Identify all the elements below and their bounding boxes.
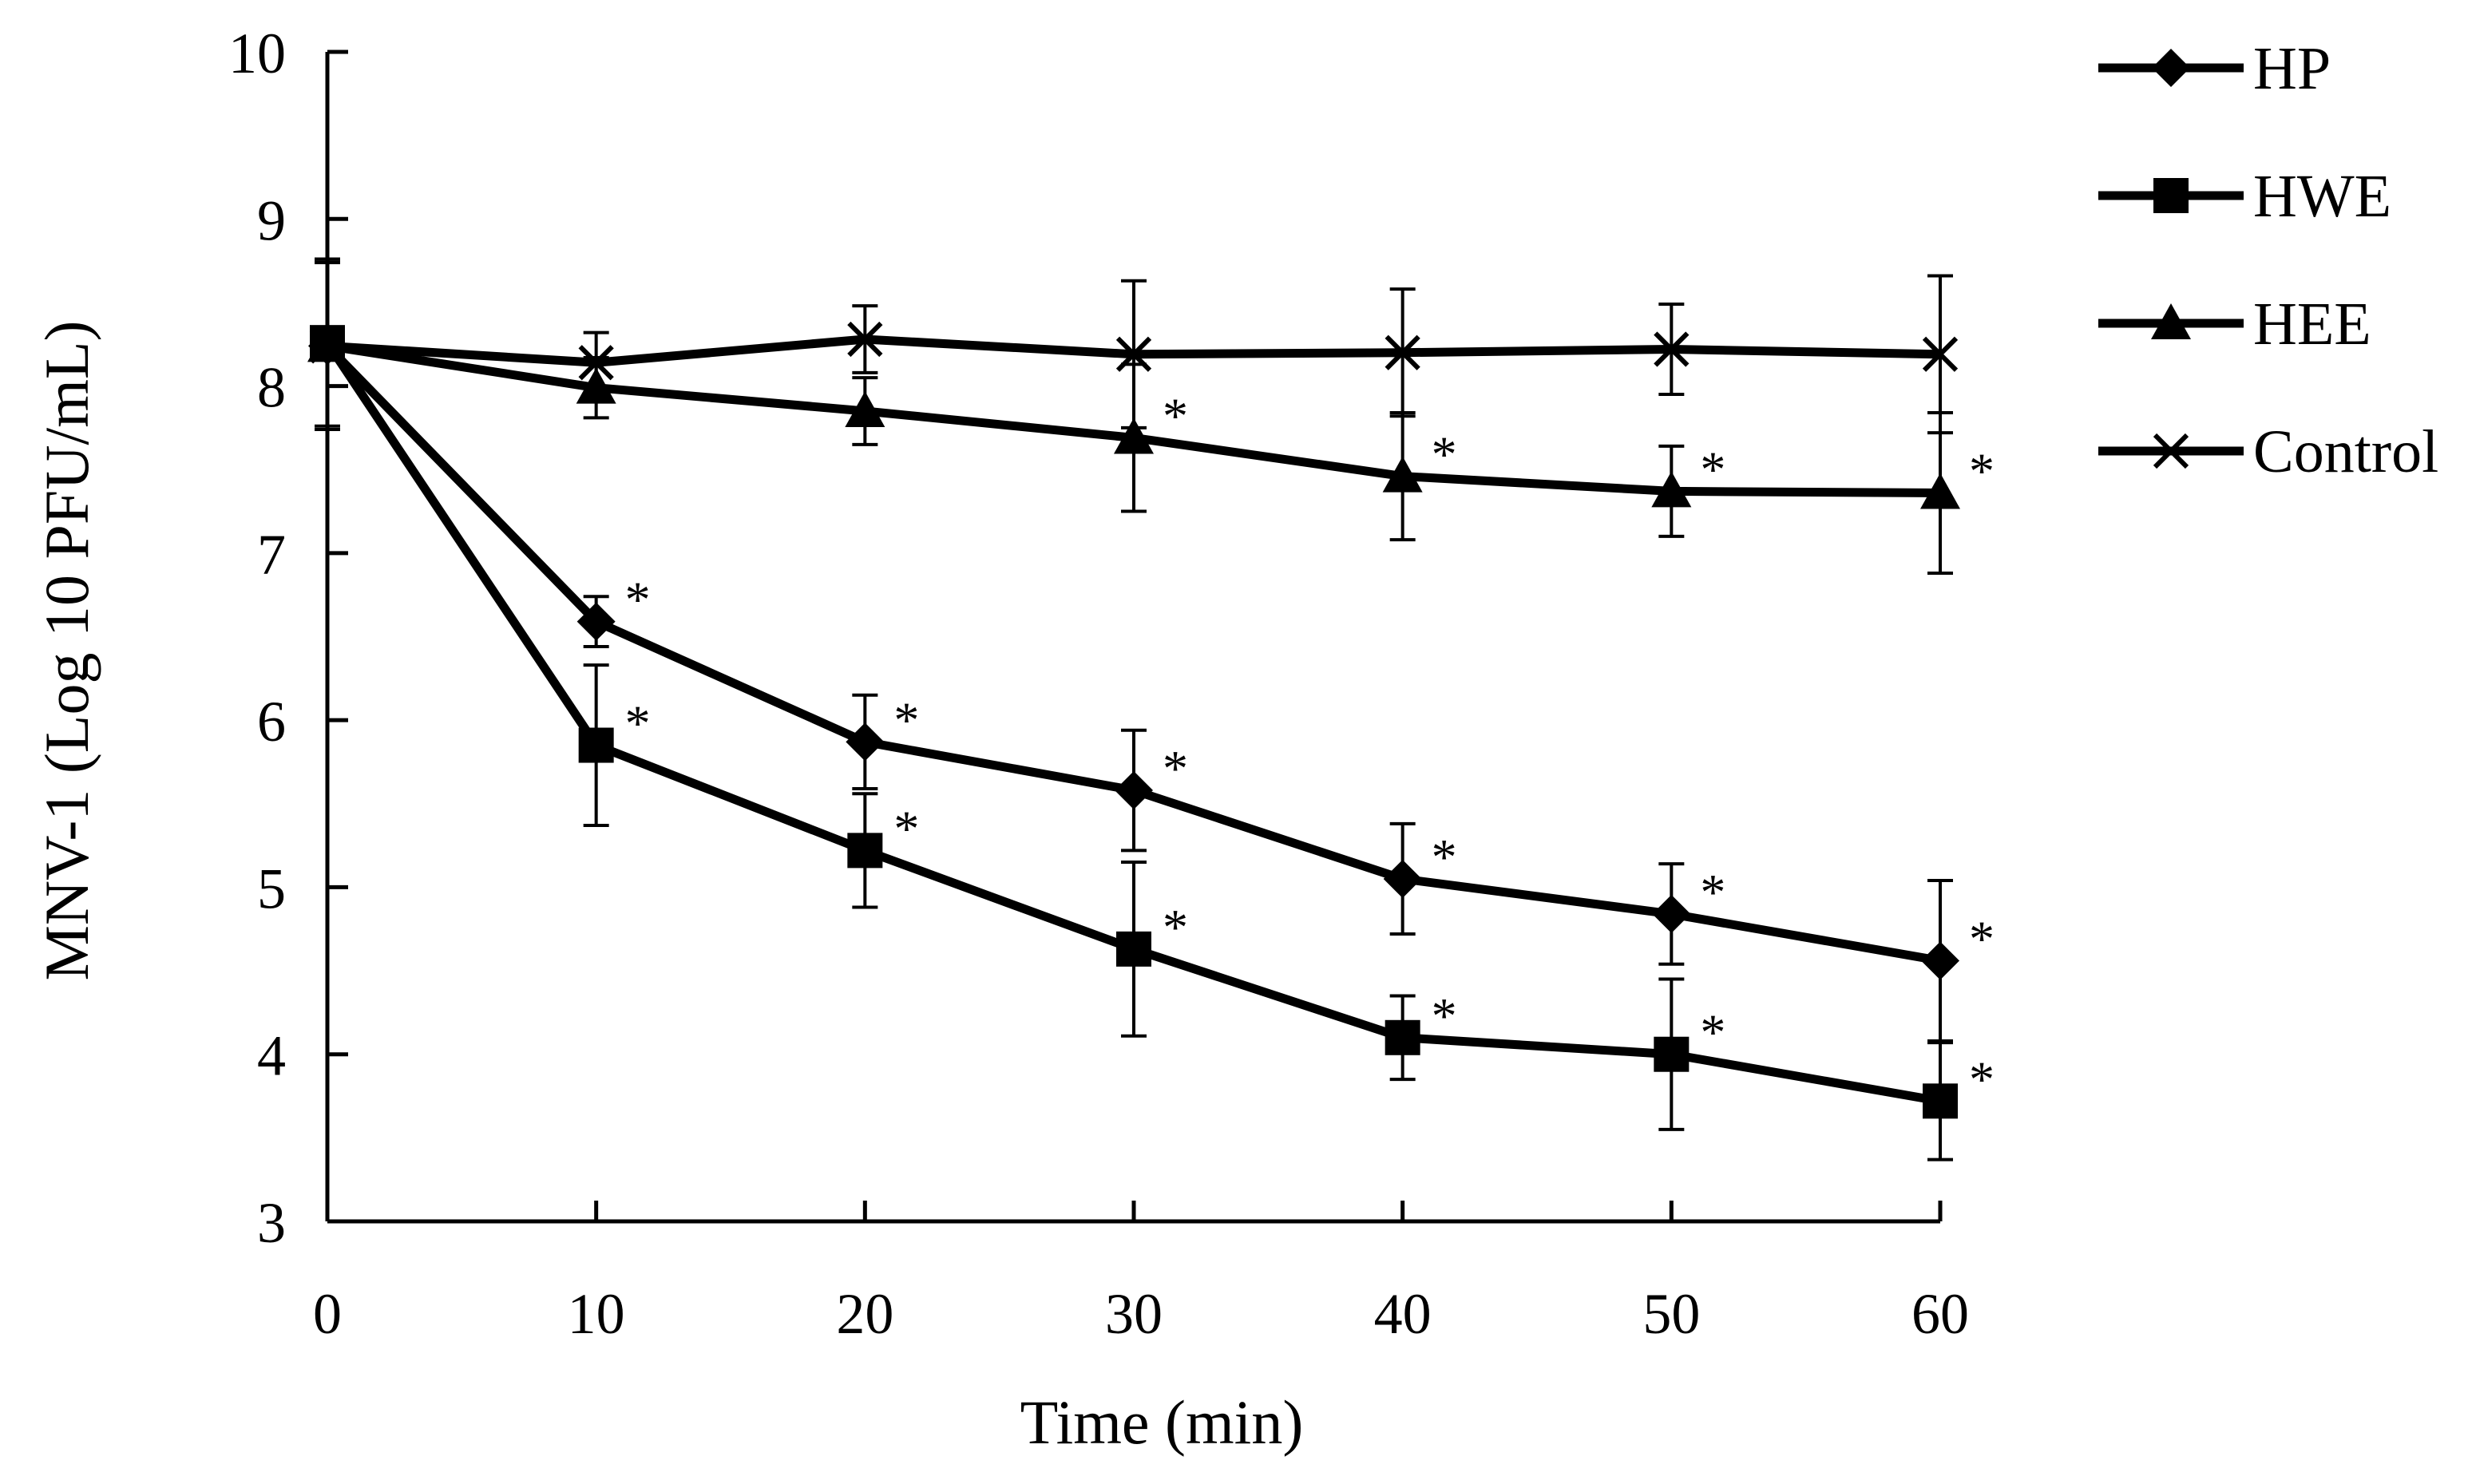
hp-data-point	[1383, 859, 1422, 898]
x-axis-title: Time (min)	[1020, 1387, 1304, 1457]
y-tick-label: 9	[257, 188, 286, 252]
control-data-point	[1385, 334, 1420, 370]
hee-data-point	[1114, 417, 1154, 454]
control-data-point	[1654, 331, 1690, 367]
x-tick-label: 10	[568, 1282, 625, 1346]
x-marker-stroke	[1654, 331, 1690, 367]
x-marker-stroke	[847, 321, 883, 358]
control-data-point	[1115, 336, 1152, 372]
y-tick-label: 10	[228, 22, 286, 85]
hp-data-point	[1115, 771, 1153, 810]
y-tick-label: 3	[257, 1191, 286, 1255]
legend-marker-triangle	[2151, 303, 2191, 339]
hwe-data-point	[847, 833, 883, 869]
legend-marker-x	[2153, 433, 2189, 469]
x-marker-stroke	[309, 328, 346, 364]
hee-data-point	[1920, 473, 1960, 509]
x-tick-label: 30	[1105, 1282, 1163, 1346]
hp-significance-star: *	[1432, 829, 1457, 885]
x-marker-stroke	[1115, 336, 1152, 372]
x-tick-label: 40	[1374, 1282, 1432, 1346]
hee-data-point	[576, 367, 616, 404]
legend-label: HEE	[2253, 291, 2371, 358]
y-tick-label: 4	[257, 1024, 286, 1088]
control-data-point	[578, 345, 614, 381]
hee-significance-star: *	[1163, 387, 1188, 444]
y-axis-title: MNV-1 (Log 10 PFU/mL)	[32, 321, 101, 981]
hp-data-point	[1652, 894, 1691, 933]
hwe-data-point	[1385, 1019, 1420, 1055]
control-data-point	[309, 328, 346, 364]
axes-layer: 3 4 5 6 7 8 9 10 0 10 20 30 40 50 60	[228, 22, 1969, 1346]
legend-marker-diamond	[2152, 49, 2190, 87]
hee-significance-star: *	[1700, 441, 1725, 497]
hp-significance-star: *	[1700, 864, 1725, 920]
legend-marker-square	[2153, 178, 2189, 213]
hee-data-point	[1382, 456, 1423, 493]
y-tick-label: 8	[257, 356, 286, 420]
markers-layer	[307, 321, 1960, 1119]
hee-data-point	[845, 390, 885, 427]
significance-layer: * * * * * * * * * * * * * * * *	[625, 387, 1995, 1107]
x-marker-stroke	[1385, 334, 1420, 370]
legend-item-hwe: HWE	[2098, 163, 2391, 230]
hwe-significance-star: *	[1969, 1051, 1995, 1107]
hp-significance-star: *	[893, 691, 919, 748]
hwe-significance-star: *	[1163, 899, 1188, 956]
hee-significance-star: *	[1432, 426, 1457, 483]
hwe-data-point	[1923, 1083, 1958, 1119]
control-data-point	[847, 321, 883, 358]
hwe-significance-star: *	[893, 800, 919, 857]
hwe-data-point	[1654, 1036, 1690, 1072]
legend: HP HWE HEE Control	[2098, 35, 2438, 485]
hwe-significance-star: *	[625, 695, 651, 752]
x-tick-label: 20	[836, 1282, 893, 1346]
legend-item-hp: HP	[2098, 35, 2331, 102]
hp-data-point	[1921, 941, 1959, 980]
hwe-data-point	[1116, 931, 1151, 967]
hp-significance-star: *	[625, 572, 651, 628]
hp-significance-star: *	[1163, 740, 1188, 797]
x-marker-stroke	[578, 345, 614, 381]
legend-item-control: Control	[2098, 418, 2438, 485]
legend-label: HWE	[2253, 163, 2391, 230]
hp-data-point	[846, 722, 885, 762]
y-tick-label: 6	[257, 690, 286, 754]
legend-label: HP	[2253, 35, 2331, 102]
x-marker-stroke	[1922, 336, 1959, 372]
hwe-significance-star: *	[1432, 987, 1457, 1044]
legend-item-hee: HEE	[2098, 291, 2371, 358]
hp-significance-star: *	[1969, 911, 1995, 968]
legend-label: Control	[2253, 418, 2438, 485]
x-tick-label: 60	[1911, 1282, 1969, 1346]
hee-significance-star: *	[1969, 443, 1995, 500]
hee-data-point	[1651, 471, 1692, 508]
x-marker-stroke	[2153, 433, 2189, 469]
control-data-point	[1922, 336, 1959, 372]
hwe-data-point	[578, 727, 614, 763]
y-tick-label: 7	[257, 523, 286, 587]
x-tick-label: 50	[1642, 1282, 1700, 1346]
hwe-significance-star: *	[1700, 1004, 1725, 1061]
hp-data-point	[576, 602, 616, 641]
x-tick-label: 0	[313, 1282, 342, 1346]
y-tick-label: 5	[257, 857, 286, 920]
